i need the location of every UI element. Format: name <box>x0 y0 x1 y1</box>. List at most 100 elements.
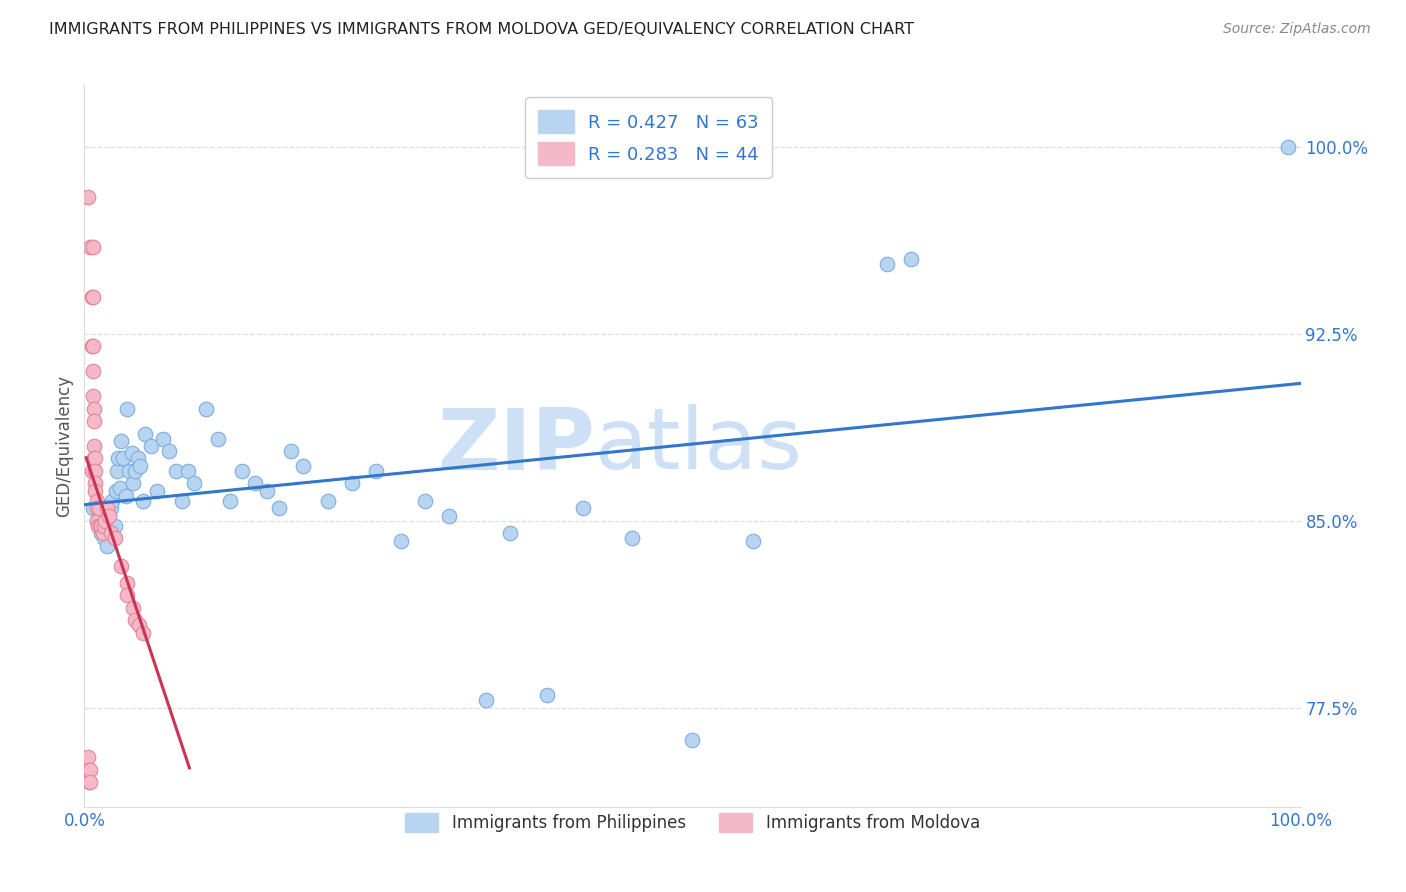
Point <box>165 464 187 478</box>
Point <box>79 775 101 789</box>
Point <box>79 240 101 254</box>
Point <box>87 501 110 516</box>
Point <box>86 501 108 516</box>
Point <box>100 526 122 541</box>
Point <box>122 476 145 491</box>
Point <box>112 451 135 466</box>
Point <box>413 493 436 508</box>
Point <box>98 521 121 535</box>
Point <box>96 501 118 516</box>
Point <box>82 339 104 353</box>
Point <box>77 190 100 204</box>
Text: Source: ZipAtlas.com: Source: ZipAtlas.com <box>1223 22 1371 37</box>
Point <box>82 364 104 378</box>
Point <box>876 257 898 271</box>
Point <box>207 432 229 446</box>
Point <box>90 518 112 533</box>
Point <box>110 558 132 573</box>
Point <box>316 493 339 508</box>
Point <box>77 750 100 764</box>
Point <box>127 451 149 466</box>
Point <box>89 518 111 533</box>
Point <box>1277 140 1299 154</box>
Point <box>84 451 107 466</box>
Point <box>159 444 181 458</box>
Point <box>129 458 152 473</box>
Point <box>292 458 315 473</box>
Point <box>146 483 169 498</box>
Point <box>243 476 266 491</box>
Point <box>91 518 114 533</box>
Point <box>128 618 150 632</box>
Point <box>83 451 105 466</box>
Point <box>366 464 388 478</box>
Point <box>96 514 118 528</box>
Point <box>110 434 132 448</box>
Point <box>183 476 205 491</box>
Point <box>536 688 558 702</box>
Point <box>280 444 302 458</box>
Point <box>91 526 114 541</box>
Point <box>115 576 138 591</box>
Point <box>94 514 117 528</box>
Point <box>152 432 174 446</box>
Point <box>83 401 105 416</box>
Point <box>83 439 105 453</box>
Point <box>114 489 136 503</box>
Point <box>80 339 103 353</box>
Point <box>80 464 103 478</box>
Point <box>132 625 155 640</box>
Point <box>104 531 127 545</box>
Point <box>499 526 522 541</box>
Point <box>83 414 105 428</box>
Point <box>104 483 127 498</box>
Point <box>97 501 120 516</box>
Point <box>742 533 765 548</box>
Point <box>124 464 146 478</box>
Point <box>105 464 128 478</box>
Point <box>82 240 104 254</box>
Point <box>80 289 103 303</box>
Legend: Immigrants from Philippines, Immigrants from Moldova: Immigrants from Philippines, Immigrants … <box>398 806 987 838</box>
Point <box>82 289 104 303</box>
Point <box>134 426 156 441</box>
Point <box>132 493 155 508</box>
Point <box>108 481 131 495</box>
Point <box>900 252 922 267</box>
Point <box>118 464 141 478</box>
Point <box>77 775 100 789</box>
Point <box>256 483 278 498</box>
Point <box>100 501 122 516</box>
Point <box>682 733 704 747</box>
Point <box>572 501 595 516</box>
Point <box>122 601 145 615</box>
Point <box>115 401 138 416</box>
Point <box>96 539 118 553</box>
Point <box>84 464 107 478</box>
Text: IMMIGRANTS FROM PHILIPPINES VS IMMIGRANTS FROM MOLDOVA GED/EQUIVALENCY CORRELATI: IMMIGRANTS FROM PHILIPPINES VS IMMIGRANT… <box>49 22 914 37</box>
Point <box>231 464 253 478</box>
Point <box>94 501 117 516</box>
Point <box>141 439 163 453</box>
Y-axis label: GED/Equivalency: GED/Equivalency <box>55 375 73 517</box>
Point <box>90 526 112 541</box>
Point <box>82 389 104 403</box>
Point <box>84 483 107 498</box>
Point <box>389 533 412 548</box>
Point <box>177 464 200 478</box>
Point <box>86 514 108 528</box>
Text: atlas: atlas <box>595 404 803 488</box>
Point <box>77 763 100 777</box>
Point <box>115 589 138 603</box>
Point <box>107 451 129 466</box>
Point <box>87 518 110 533</box>
Point <box>170 493 193 508</box>
Point <box>219 493 242 508</box>
Point <box>82 501 104 516</box>
Point <box>104 518 127 533</box>
Point <box>124 614 146 628</box>
Point <box>84 476 107 491</box>
Point <box>474 693 496 707</box>
Point <box>86 493 108 508</box>
Point <box>79 763 101 777</box>
